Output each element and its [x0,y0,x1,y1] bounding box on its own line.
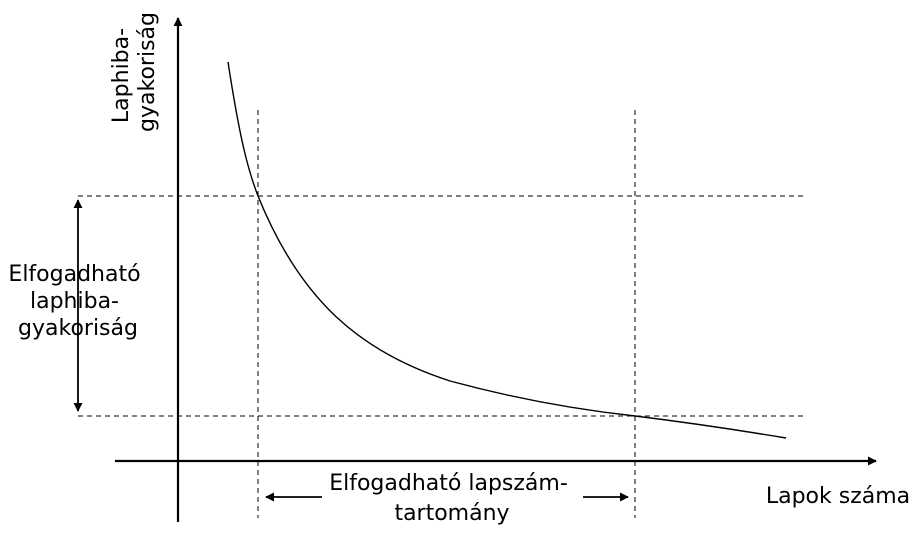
fault-rate-curve [227,61,787,439]
y-axis-label: Laphiba- gyakoriság [109,12,160,132]
acceptable-page-range-label: Elfogadható lapszám- tartomány [329,471,575,526]
acceptable-fault-rate-line-2: laphiba- [30,289,119,314]
acceptable-fault-rate-line-1: Elfogadható [8,262,140,287]
acceptable-fault-rate-label: Elfogadható laphiba- gyakoriság [8,262,147,341]
y-axis-label-line-1: Laphiba- [109,28,134,123]
acceptable-fault-rate-line-3: gyakoriság [18,316,138,341]
acceptable-page-range-line-2: tartomány [394,501,509,526]
acceptable-page-range-line-1: Elfogadható lapszám- [329,471,568,496]
y-axis-label-line-2: gyakoriság [135,12,160,132]
x-axis-label: Lapok száma [766,484,910,509]
